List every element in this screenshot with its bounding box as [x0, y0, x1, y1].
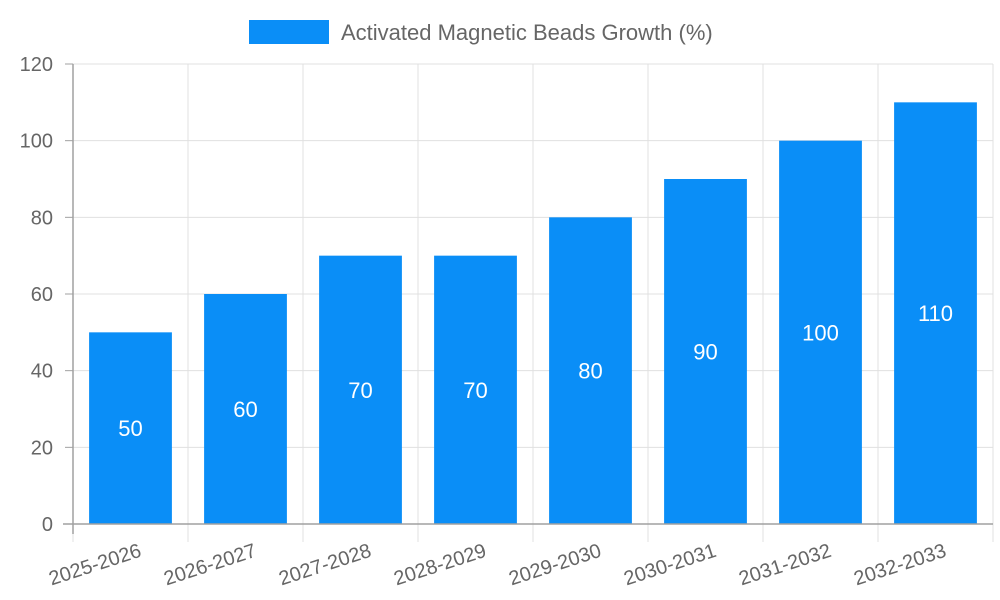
- x-tick-label: 2027-2028: [276, 540, 374, 590]
- bar[interactable]: 60: [204, 294, 287, 524]
- y-tick-label: 60: [31, 284, 53, 306]
- y-tick-label: 120: [20, 54, 53, 76]
- bar[interactable]: 90: [664, 179, 747, 524]
- x-tick-label: 2031-2032: [736, 540, 834, 590]
- bar-value-label: 70: [463, 378, 487, 403]
- y-tick-label: 20: [31, 437, 53, 459]
- bar[interactable]: 100: [779, 140, 862, 524]
- bar-rect[interactable]: [434, 255, 517, 524]
- bar-value-label: 100: [802, 320, 839, 345]
- bar[interactable]: 70: [319, 255, 402, 524]
- bar-rect[interactable]: [894, 102, 977, 524]
- y-tick-label: 100: [20, 131, 53, 153]
- legend[interactable]: Activated Magnetic Beads Growth (%): [249, 20, 713, 45]
- y-axis-ticks: 0 20 40 60 80 100 120: [20, 54, 73, 536]
- y-tick-label: 40: [31, 361, 53, 383]
- bar-rect[interactable]: [664, 179, 747, 524]
- bar-rect[interactable]: [549, 217, 632, 525]
- bar-value-label: 110: [918, 301, 953, 326]
- bar-rect[interactable]: [89, 332, 172, 524]
- bar-rect[interactable]: [779, 140, 862, 524]
- axes: [63, 64, 993, 534]
- bar-value-label: 80: [578, 359, 602, 384]
- bar-rect[interactable]: [319, 255, 402, 524]
- bar-value-label: 50: [118, 416, 142, 441]
- x-tick-label: 2032-2033: [851, 540, 949, 590]
- y-tick-label: 80: [31, 207, 53, 229]
- x-tick-label: 2025-2026: [46, 540, 144, 590]
- bar-value-label: 70: [348, 378, 372, 403]
- bar[interactable]: 70: [434, 255, 517, 524]
- bar[interactable]: 50: [89, 332, 172, 524]
- x-tick-label: 2029-2030: [506, 540, 604, 590]
- bar[interactable]: 110: [894, 102, 977, 524]
- bar-value-label: 60: [233, 397, 257, 422]
- bar-rect[interactable]: [204, 294, 287, 524]
- y-tick-label: 0: [42, 514, 53, 536]
- legend-label: Activated Magnetic Beads Growth (%): [341, 20, 713, 45]
- x-tick-label: 2030-2031: [621, 540, 719, 590]
- x-axis-ticks: 2025-2026 2026-2027 2027-2028 2028-2029 2029…: [46, 540, 949, 590]
- bar[interactable]: 80: [549, 217, 632, 525]
- x-tick-label: 2028-2029: [391, 540, 489, 590]
- bar-value-label: 90: [693, 340, 717, 365]
- bars: 50 60 70 70 80 90 100 110: [89, 102, 977, 525]
- x-tick-label: 2026-2027: [161, 540, 259, 590]
- legend-swatch: [249, 20, 329, 44]
